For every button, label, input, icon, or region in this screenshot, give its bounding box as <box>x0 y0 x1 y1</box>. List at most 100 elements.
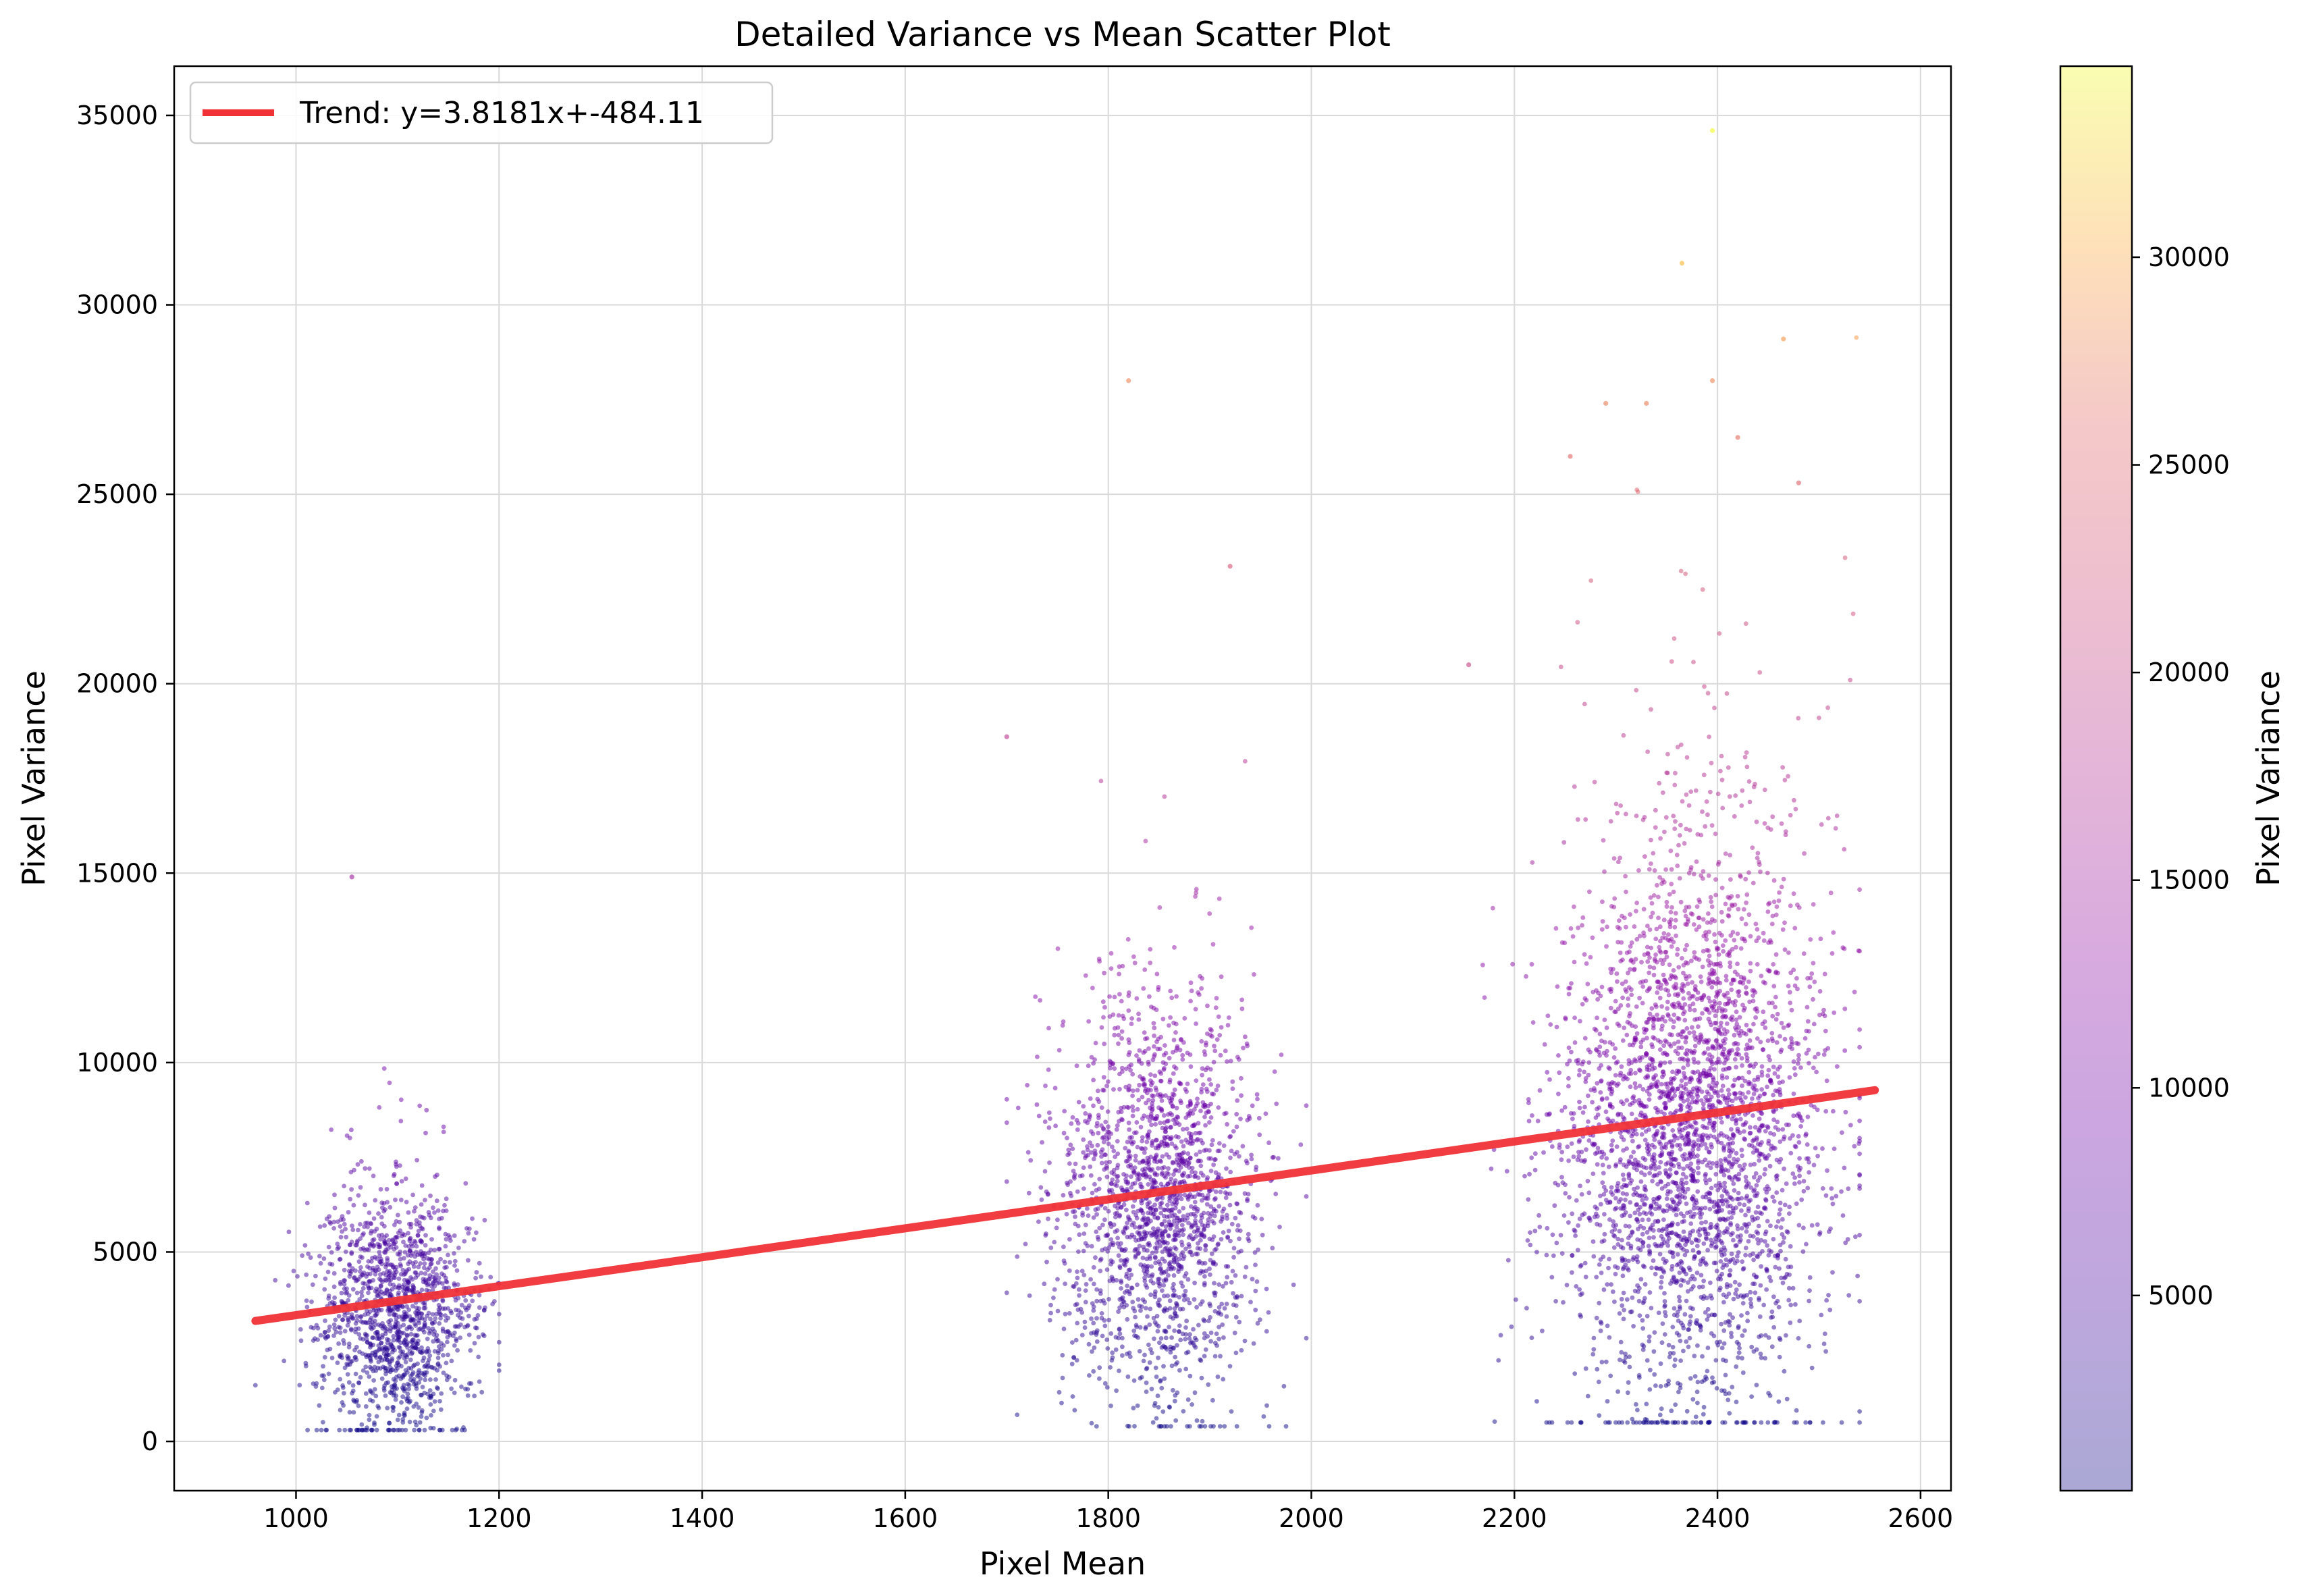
scatter-point <box>1602 1231 1607 1237</box>
scatter-point <box>1189 988 1194 994</box>
scatter-point <box>1199 986 1204 991</box>
scatter-point <box>1582 1159 1587 1164</box>
scatter-point <box>1152 1202 1157 1207</box>
scatter-point <box>1631 1150 1636 1154</box>
scatter-point <box>370 1268 375 1273</box>
scatter-point <box>1667 1060 1673 1065</box>
scatter-point <box>1744 1055 1750 1061</box>
scatter-point <box>1582 1105 1587 1110</box>
scatter-point <box>1769 1144 1774 1148</box>
scatter-point <box>399 1400 404 1405</box>
scatter-point <box>1626 1061 1632 1067</box>
scatter-point <box>1162 1219 1167 1224</box>
scatter-point <box>1155 1092 1160 1097</box>
scatter-point <box>367 1374 372 1379</box>
scatter-point <box>1073 1161 1078 1167</box>
scatter-point <box>425 1283 430 1287</box>
scatter-point <box>444 1196 449 1202</box>
scatter-point <box>403 1427 408 1433</box>
scatter-point <box>302 1243 308 1248</box>
scatter-point <box>1623 874 1628 879</box>
scatter-point <box>1761 1009 1766 1015</box>
scatter-point <box>1648 895 1653 900</box>
scatter-point <box>1799 1197 1805 1202</box>
scatter-point <box>1169 1335 1174 1340</box>
scatter-point <box>1192 1390 1198 1395</box>
scatter-point <box>386 1238 392 1243</box>
scatter-point <box>1253 1307 1258 1312</box>
scatter-point <box>1124 1207 1129 1213</box>
scatter-point <box>1264 1403 1269 1408</box>
scatter-point <box>1225 1235 1231 1240</box>
scatter-point <box>1682 1017 1688 1023</box>
scatter-point <box>1617 918 1622 923</box>
scatter-point <box>1277 1225 1282 1229</box>
scatter-point <box>1769 922 1775 926</box>
scatter-point <box>1074 1358 1079 1363</box>
scatter-point <box>1154 972 1160 977</box>
scatter-point <box>1640 1326 1646 1331</box>
scatter-point <box>1594 1275 1599 1279</box>
scatter-point <box>422 1215 427 1221</box>
scatter-point <box>1855 1273 1861 1279</box>
scatter-point <box>1115 1139 1120 1144</box>
scatter-point <box>455 1348 460 1353</box>
scatter-point <box>1629 1309 1634 1314</box>
scatter-point <box>1111 1012 1116 1017</box>
scatter-point <box>1223 1048 1228 1054</box>
scatter-point <box>429 1257 434 1262</box>
scatter-point <box>1097 1225 1102 1231</box>
scatter-point <box>1121 1172 1126 1177</box>
scatter-point <box>1110 1177 1115 1182</box>
scatter-point <box>1787 1204 1792 1210</box>
scatter-point <box>335 1360 340 1365</box>
scatter-point <box>1660 1023 1665 1028</box>
scatter-point <box>1191 1327 1196 1332</box>
scatter-point <box>1579 1192 1584 1197</box>
scatter-point <box>1670 1325 1676 1329</box>
scatter-point <box>1185 1140 1190 1145</box>
scatter-point <box>1162 794 1167 799</box>
scatter-point <box>1142 1229 1147 1235</box>
scatter-point <box>1688 865 1694 870</box>
scatter-point <box>1111 1061 1115 1066</box>
scatter-point <box>1695 1205 1701 1211</box>
scatter-point <box>1748 1163 1753 1167</box>
scatter-point <box>1156 1146 1160 1150</box>
scatter-point <box>1671 1208 1676 1213</box>
scatter-point <box>412 1427 417 1433</box>
scatter-point <box>1735 1254 1740 1259</box>
scatter-point <box>429 1237 434 1242</box>
scatter-point <box>375 1265 380 1269</box>
scatter-point <box>1169 1136 1173 1142</box>
scatter-point <box>1586 1093 1591 1098</box>
scatter-point <box>1208 1339 1213 1344</box>
scatter-point <box>349 1187 354 1192</box>
scatter-point <box>1163 1043 1167 1048</box>
scatter-point <box>365 1370 370 1375</box>
scatter-point <box>1148 1177 1154 1182</box>
scatter-point <box>1660 961 1665 966</box>
scatter-point <box>1529 961 1534 967</box>
scatter-point <box>1662 1291 1667 1296</box>
scatter-point <box>1736 1190 1741 1196</box>
scatter-point <box>1222 1424 1227 1429</box>
scatter-point <box>1580 1291 1584 1296</box>
scatter-point <box>1688 1007 1692 1013</box>
scatter-point <box>1046 1067 1051 1072</box>
scatter-point <box>1152 1320 1158 1325</box>
scatter-point <box>1085 1206 1090 1211</box>
scatter-point <box>1158 1266 1163 1271</box>
scatter-point <box>1212 1354 1218 1359</box>
scatter-point <box>1658 1384 1663 1389</box>
scatter-point <box>1591 1239 1596 1244</box>
scatter-point <box>1732 938 1737 942</box>
scatter-point <box>1173 1206 1178 1211</box>
scatter-point <box>1850 611 1856 616</box>
scatter-point <box>1852 989 1857 994</box>
scatter-point <box>1113 1203 1117 1208</box>
scatter-point <box>1112 1066 1117 1071</box>
scatter-point <box>1734 1150 1739 1156</box>
scatter-point <box>1185 1151 1191 1156</box>
scatter-point <box>1765 870 1770 876</box>
